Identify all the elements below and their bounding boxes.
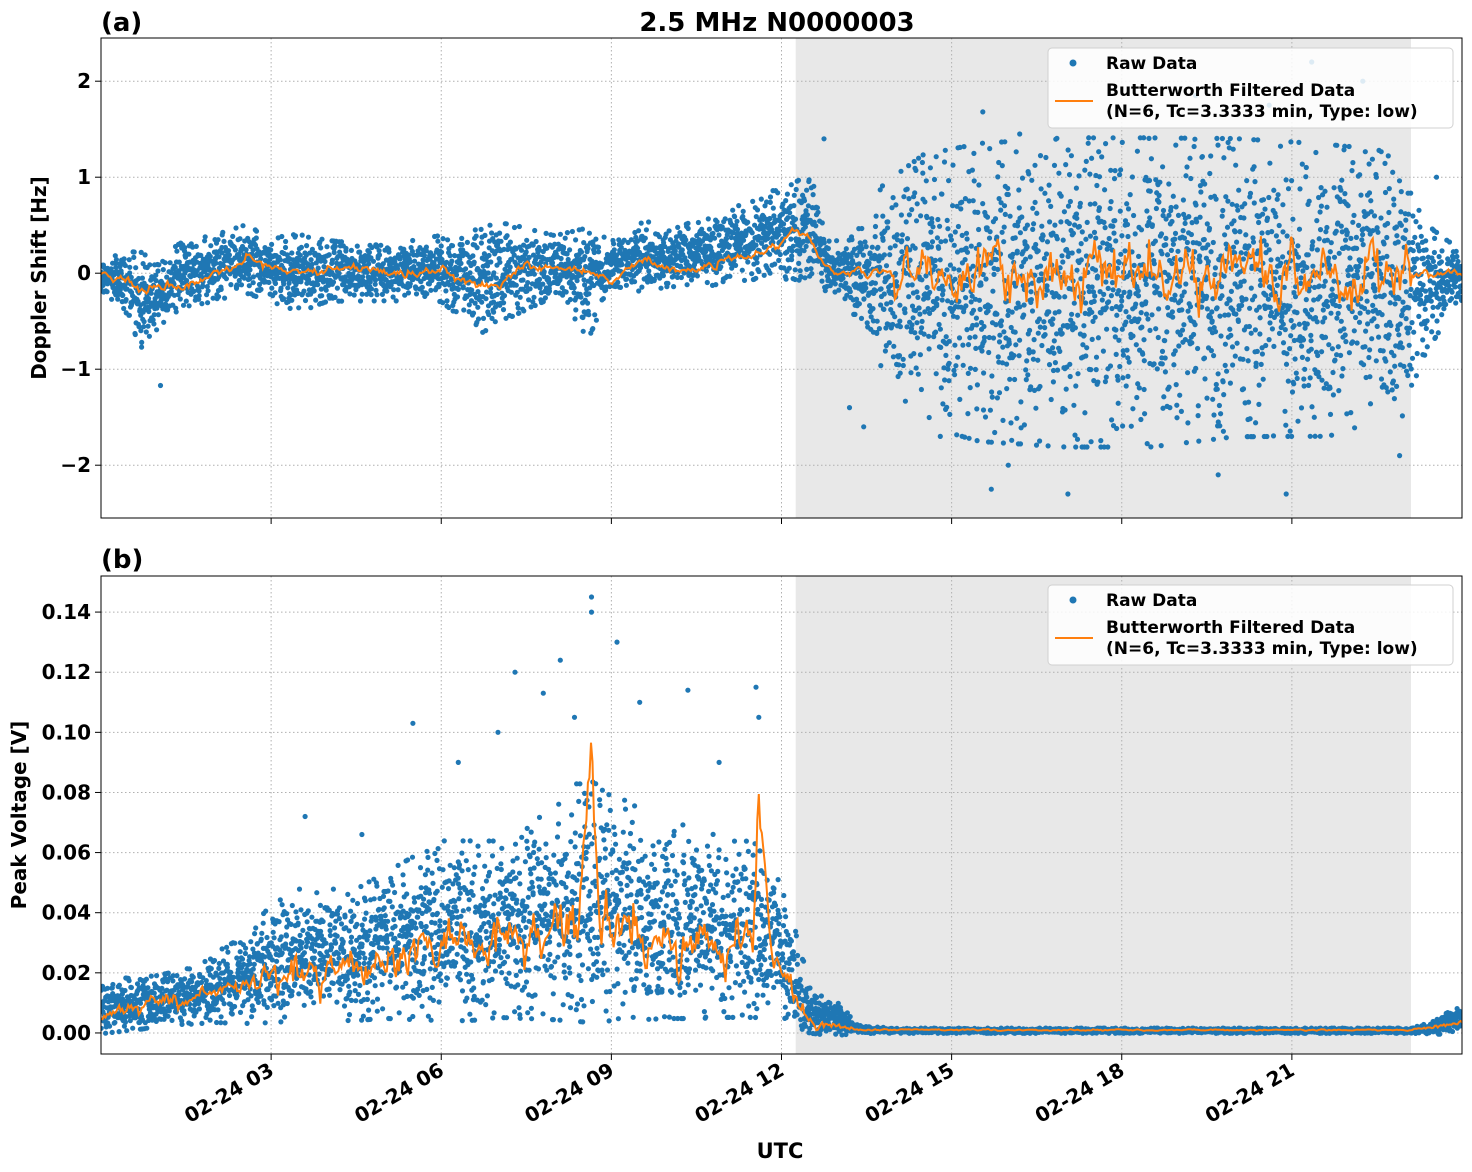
y-tick-label: 0.02	[42, 961, 91, 985]
y-tick-label: 0	[77, 261, 91, 285]
y-tick-label: −2	[60, 453, 91, 477]
legend-marker-raw	[1070, 60, 1077, 67]
y-tick-label: 0.06	[42, 841, 91, 865]
legend-entry-filtered-params: (N=6, Tc=3.3333 min, Type: low)	[1106, 639, 1418, 659]
legend-entry-raw: Raw Data	[1106, 591, 1197, 611]
y-tick-label: −1	[60, 357, 91, 381]
y-tick-label: 0.00	[42, 1021, 91, 1045]
chart-title: 2.5 MHz N0000003	[639, 8, 914, 38]
y-tick-label: 0.08	[42, 780, 91, 804]
y-axis-label: Peak Voltage [V]	[7, 721, 31, 910]
y-tick-label: 1	[77, 165, 91, 189]
legend-entry-raw: Raw Data	[1106, 54, 1197, 74]
legend-entry-filtered: Butterworth Filtered Data	[1106, 81, 1355, 101]
legend: Raw Data Butterworth Filtered Data (N=6,…	[1048, 585, 1453, 665]
y-tick-label: 2	[77, 69, 91, 93]
y-axis-label: Doppler Shift [Hz]	[27, 176, 51, 380]
y-tick-label: 0.04	[42, 901, 91, 925]
panel-label: (a)	[101, 8, 142, 38]
legend-entry-filtered: Butterworth Filtered Data	[1106, 618, 1355, 638]
x-axis-label: UTC	[757, 1139, 804, 1163]
legend: Raw Data Butterworth Filtered Data (N=6,…	[1048, 48, 1453, 128]
legend-marker-raw	[1070, 597, 1077, 604]
legend-entry-filtered-params: (N=6, Tc=3.3333 min, Type: low)	[1106, 102, 1418, 122]
panel-label: (b)	[101, 545, 143, 575]
y-tick-label: 0.10	[42, 720, 91, 744]
y-tick-label: 0.14	[42, 600, 91, 624]
y-tick-label: 0.12	[42, 660, 91, 684]
